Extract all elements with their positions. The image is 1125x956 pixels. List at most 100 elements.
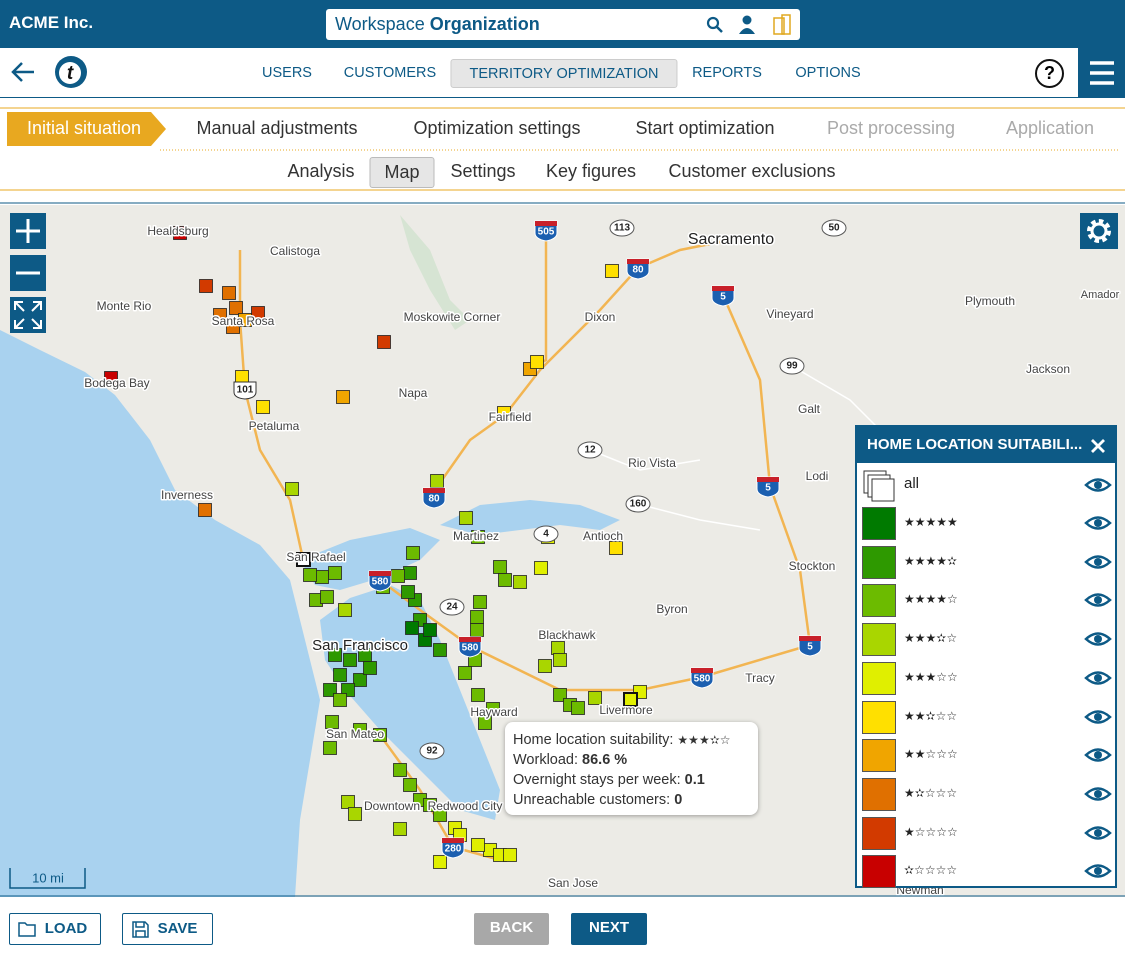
- visibility-toggle[interactable]: [1084, 708, 1112, 726]
- load-button[interactable]: LOAD: [9, 913, 101, 945]
- help-button[interactable]: ?: [1035, 59, 1064, 88]
- close-button[interactable]: [1089, 437, 1107, 455]
- customer-marker: [513, 575, 527, 589]
- tooltip-row: Home location suitability: ★★★✫☆: [513, 730, 750, 750]
- highway-shield: 505: [534, 220, 558, 242]
- shield-top: [627, 259, 649, 264]
- step[interactable]: Optimization settings: [413, 118, 581, 138]
- visibility-toggle[interactable]: [1084, 862, 1112, 880]
- place-label: Dixon: [585, 310, 616, 324]
- top-bar: ACME Inc. Workspace Organization: [0, 0, 1125, 48]
- save-button[interactable]: SAVE: [122, 913, 213, 945]
- step[interactable]: Application: [1005, 118, 1095, 138]
- step[interactable]: Post processing: [826, 118, 956, 138]
- customer-marker: [229, 301, 243, 315]
- customer-marker: [406, 546, 420, 560]
- customer-marker: [198, 503, 212, 517]
- highway-shield: 5: [711, 285, 735, 307]
- shield-label: 80: [428, 494, 440, 505]
- shield-label: 5: [765, 483, 771, 494]
- visibility-toggle[interactable]: [1084, 785, 1112, 803]
- eye-outline: [1084, 593, 1112, 608]
- back-button[interactable]: BACK: [474, 913, 549, 945]
- customer-marker: [470, 610, 484, 624]
- nav-tab[interactable]: OPTIONS: [795, 65, 861, 81]
- workspace-selector[interactable]: Workspace Organization: [326, 9, 800, 40]
- customer-marker: [333, 693, 347, 707]
- highway-shield: 5: [798, 635, 822, 657]
- customer-marker: [497, 406, 511, 420]
- legend-row: all: [862, 467, 1112, 503]
- legend-stars: ★★✫☆☆: [904, 708, 958, 723]
- legend-swatch: [862, 584, 896, 618]
- place-label: Monte Rio: [97, 299, 152, 313]
- customer-marker: [553, 653, 567, 667]
- visibility-toggle[interactable]: [1084, 669, 1112, 687]
- eye-outline: [1084, 554, 1112, 569]
- legend-row: ★★★★✫: [862, 544, 1112, 580]
- place-label: Santa Rosa: [212, 314, 275, 328]
- legend-stars: ★☆☆☆☆: [904, 824, 958, 839]
- highway-shield: 99: [779, 357, 805, 375]
- customer-marker: [609, 541, 623, 555]
- customer-marker: [338, 603, 352, 617]
- visibility-toggle[interactable]: [1084, 824, 1112, 842]
- customer-marker: [605, 264, 619, 278]
- subtab[interactable]: Map: [369, 157, 435, 188]
- subtab[interactable]: Analysis: [287, 161, 355, 181]
- shield-label: 99: [786, 361, 798, 372]
- visibility-toggle[interactable]: [1084, 553, 1112, 571]
- shield-label: 113: [614, 223, 631, 234]
- place-label: Calistoga: [270, 244, 320, 258]
- nav-tab[interactable]: CUSTOMERS: [343, 65, 437, 81]
- shield-top: [712, 286, 734, 291]
- legend-stars: ★✫☆☆☆: [904, 785, 958, 800]
- visibility-toggle[interactable]: [1084, 630, 1112, 648]
- eye-pupil: [1094, 789, 1102, 798]
- customer-marker: [478, 716, 492, 730]
- customer-marker: [104, 371, 118, 385]
- nav-tab[interactable]: TERRITORY OPTIMIZATION: [450, 59, 678, 88]
- tooltip-row: Unreachable customers: 0: [513, 790, 750, 810]
- customer-marker: [498, 573, 512, 587]
- step[interactable]: Initial situation: [26, 118, 142, 138]
- customer-marker: [588, 691, 602, 705]
- shield-label: 4: [543, 529, 549, 540]
- highway-shield: 280: [441, 837, 465, 859]
- step[interactable]: Manual adjustments: [196, 118, 358, 138]
- shield-label: 580: [462, 643, 479, 654]
- nav-tab[interactable]: REPORTS: [692, 65, 762, 81]
- visibility-toggle[interactable]: [1084, 514, 1112, 532]
- customer-marker: [315, 570, 329, 584]
- subtab[interactable]: Settings: [450, 161, 516, 181]
- company-name: ACME Inc.: [9, 13, 94, 32]
- menu-button[interactable]: [1078, 48, 1125, 97]
- shield-label: 580: [372, 577, 389, 588]
- subtab[interactable]: Key figures: [545, 161, 637, 181]
- map-settings[interactable]: [1080, 213, 1118, 249]
- visibility-toggle[interactable]: [1084, 746, 1112, 764]
- menu-icon: [1090, 61, 1114, 85]
- customer-marker: [403, 566, 417, 580]
- tooltip-row: Overnight stays per week: 0.1: [513, 770, 750, 790]
- step[interactable]: Start optimization: [635, 118, 775, 138]
- legend-stars: ★★★✫☆: [904, 631, 958, 646]
- tooltip-label: Overnight stays per week:: [513, 772, 681, 788]
- nav-tab[interactable]: USERS: [262, 65, 312, 81]
- highway-shield: 92: [419, 742, 445, 760]
- shield-shape: [577, 441, 603, 459]
- shield-label: 280: [445, 844, 462, 855]
- highway-shield: 101: [233, 381, 257, 400]
- shield-top: [442, 838, 464, 843]
- customer-marker: [571, 701, 585, 715]
- place-label: Amador: [1081, 289, 1120, 301]
- highway-shield: 50: [821, 219, 847, 237]
- eye-pupil: [1094, 519, 1102, 527]
- step-bar: [0, 107, 1125, 204]
- next-button[interactable]: NEXT: [571, 913, 647, 945]
- customer-marker: [393, 822, 407, 836]
- subtab[interactable]: Customer exclusions: [668, 161, 836, 181]
- visibility-toggle[interactable]: [1084, 476, 1112, 494]
- visibility-toggle[interactable]: [1084, 591, 1112, 609]
